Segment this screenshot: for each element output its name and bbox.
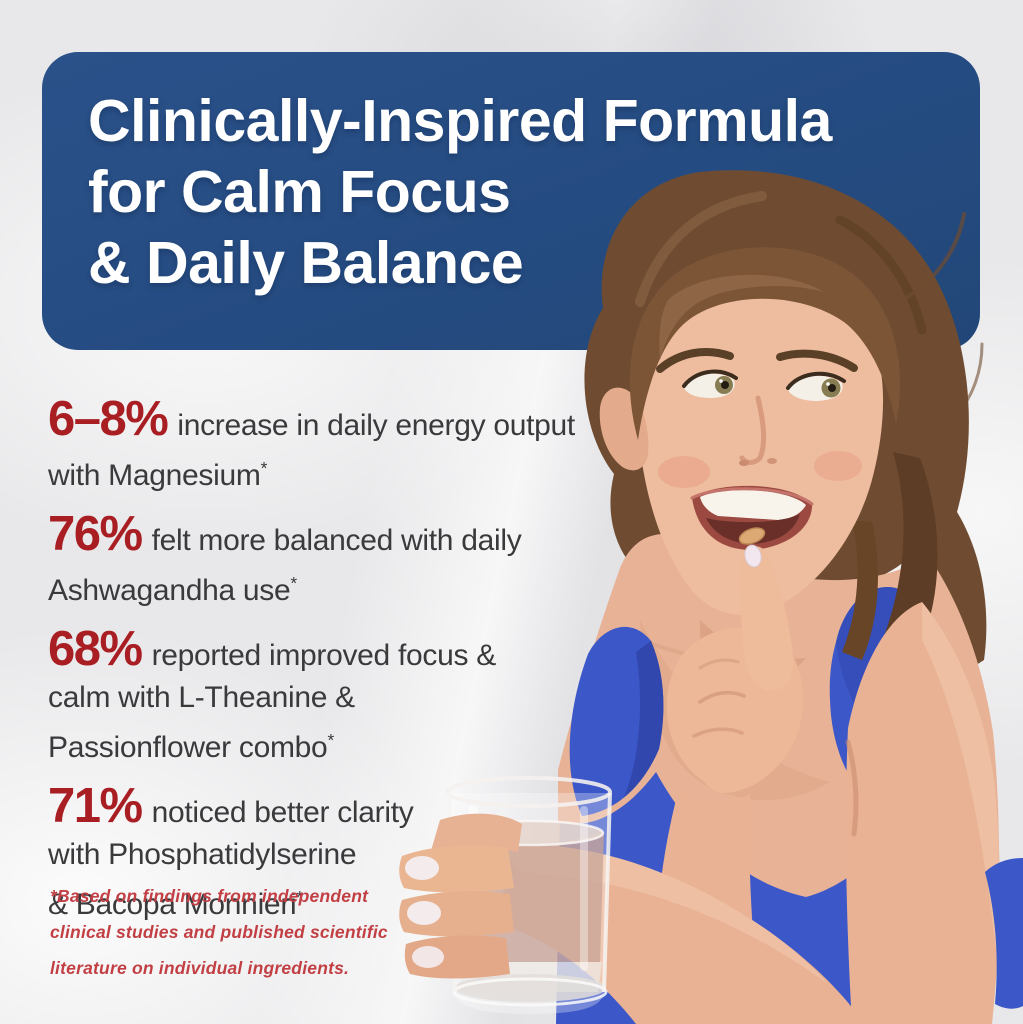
stat-ashwagandha: 76% felt more balanced with daily Ashwaga…	[48, 510, 648, 612]
stat-line: with Magnesium	[48, 459, 261, 492]
stat-line: with Phosphatidylserine	[48, 838, 357, 871]
headline: Clinically-Inspired Formula for Calm Foc…	[42, 52, 980, 299]
headline-line-1: Clinically-Inspired Formula	[88, 88, 832, 154]
footnote-line: clinical studies and published scientifi…	[50, 922, 388, 942]
stat-theanine-passionflower: 68% reported improved focus & calm with L…	[48, 625, 648, 769]
asterisk-mark: *	[260, 458, 268, 478]
stat-line: reported improved focus &	[151, 639, 497, 672]
stats-list: 6–8% increase in daily energy output with…	[48, 395, 648, 942]
stat-phosphatidylserine-bacopa: 71% noticed better clarity with Phosphati…	[48, 782, 648, 926]
stat-percentage: 68%	[48, 622, 143, 676]
footnote-line: *Based on findings from independent	[50, 886, 369, 906]
stat-magnesium: 6–8% increase in daily energy output with…	[48, 395, 648, 497]
stat-line: calm with L-Theanine &	[48, 681, 355, 714]
asterisk-mark: *	[327, 730, 335, 750]
footnote: *Based on findings from independent clin…	[50, 878, 450, 986]
stat-line: Ashwagandha use	[48, 574, 291, 607]
stat-line: & Bacopa Monnieri	[48, 888, 297, 921]
stat-line: noticed better clarity	[151, 796, 414, 829]
stat-line: felt more balanced with daily	[151, 524, 522, 557]
footnote-line: literature on individual ingredients.	[50, 958, 350, 978]
headline-banner: Clinically-Inspired Formula for Calm Foc…	[42, 52, 980, 350]
headline-line-3: & Daily Balance	[88, 230, 524, 296]
stat-line: Passionflower combo	[48, 731, 328, 764]
asterisk-mark: *	[296, 887, 304, 907]
headline-line-2: for Calm Focus	[88, 159, 511, 225]
stat-line: increase in daily energy output	[177, 409, 575, 442]
stat-percentage: 76%	[48, 507, 143, 561]
stat-percentage: 71%	[48, 779, 143, 833]
stat-percentage: 6–8%	[48, 392, 169, 446]
asterisk-mark: *	[290, 573, 298, 593]
